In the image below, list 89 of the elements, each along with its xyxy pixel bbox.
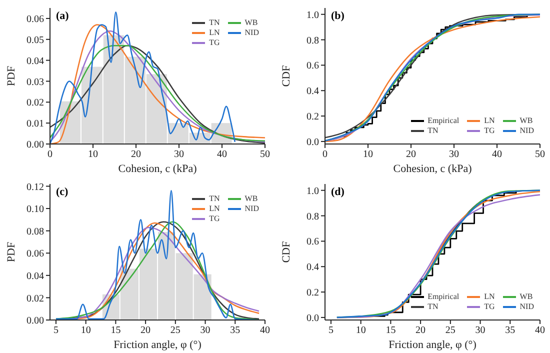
x-tick-label: 50	[535, 149, 545, 160]
y-tick-label: 0.04	[26, 270, 44, 282]
x-tick-label: 20	[406, 149, 416, 160]
legend-label: Empirical	[428, 292, 460, 302]
legend-label: TG	[484, 126, 495, 136]
legend-label: NID	[520, 302, 534, 312]
x-axis-title: Friction angle, φ (°)	[114, 339, 202, 351]
y-tick-label: 0.6	[306, 236, 319, 248]
x-tick-label: 40	[260, 325, 270, 336]
y-tick-label: 0.02	[26, 98, 44, 109]
y-tick-label: 0.05	[26, 34, 44, 46]
x-tick-label: 25	[170, 325, 180, 336]
x-tick-label: 30	[200, 325, 210, 336]
legend-label: TN	[428, 126, 438, 136]
x-tick-label: 20	[416, 325, 426, 336]
legend-label: TG	[209, 214, 220, 224]
legend-label: LN	[209, 28, 220, 38]
x-tick-label: 35	[230, 325, 240, 336]
y-tick-label: 0.01	[26, 118, 44, 130]
y-tick-label: 0.8	[306, 211, 319, 222]
x-tick-label: 35	[505, 325, 516, 336]
annotation: (d)	[331, 186, 344, 198]
y-tick-label: 0.12	[26, 182, 44, 193]
y-tick-label: 0.00	[26, 316, 44, 327]
x-tick-label: 10	[356, 325, 366, 336]
y-tick-label: 0.6	[306, 60, 319, 72]
legend-label: LN	[484, 292, 495, 302]
y-tick-label: 0.10	[26, 204, 44, 216]
legend-label: WB	[520, 292, 533, 302]
legend-label: TG	[209, 38, 220, 48]
legend-label: LN	[484, 116, 495, 126]
legend-label: NID	[520, 126, 534, 136]
y-tick-label: 0.00	[26, 140, 44, 151]
x-tick-label: 0	[48, 149, 52, 160]
x-tick-label: 25	[445, 325, 456, 336]
x-tick-label: 40	[535, 325, 545, 336]
x-tick-label: 50	[260, 149, 270, 160]
x-tick-label: 5	[328, 325, 334, 336]
y-tick-label: 0.06	[26, 248, 44, 260]
annotation: (c)	[56, 186, 68, 198]
legend-label: WB	[244, 194, 258, 204]
y-axis-title: PDF	[6, 242, 18, 262]
x-axis-title: Cohesion, c (kPa)	[118, 163, 198, 175]
x-tick-label: 40	[492, 149, 502, 160]
x-tick-label: 30	[174, 149, 184, 160]
y-axis-title: CDF	[280, 241, 293, 263]
y-tick-label: 0.2	[306, 288, 319, 299]
x-axis-title: Cohesion, c (kPa)	[393, 163, 472, 175]
y-tick-label: 0.0	[306, 137, 319, 148]
y-tick-label: 0.08	[26, 226, 44, 238]
y-tick-label: 0.4	[306, 262, 319, 274]
legend-label: Empirical	[428, 116, 460, 126]
y-tick-label: 0.4	[306, 86, 319, 98]
y-axis-title: PDF	[6, 66, 18, 86]
x-tick-label: 15	[386, 325, 396, 336]
legend-label: NID	[244, 28, 259, 38]
x-axis-title: Friction angle, φ (°)	[388, 339, 477, 351]
y-tick-label: 0.03	[26, 76, 44, 88]
x-tick-label: 30	[475, 325, 486, 336]
x-tick-label: 20	[131, 149, 141, 160]
x-tick-label: 40	[217, 149, 227, 160]
legend-label: WB	[520, 116, 533, 126]
legend-label: NID	[244, 204, 259, 214]
legend-label: TN	[428, 302, 438, 312]
y-tick-label: 0.06	[26, 14, 44, 26]
x-tick-label: 5	[53, 325, 58, 336]
y-tick-label: 1.0	[306, 10, 319, 21]
legend-label: WB	[244, 18, 258, 28]
y-tick-label: 1.0	[306, 186, 319, 197]
annotation: (b)	[331, 10, 344, 22]
y-tick-label: 0.0	[306, 313, 319, 324]
x-tick-label: 20	[140, 325, 151, 336]
line-series	[50, 12, 236, 144]
x-tick-label: 10	[88, 149, 98, 160]
y-axis-title: CDF	[280, 65, 293, 87]
legend-label: TN	[209, 194, 220, 204]
x-tick-label: 15	[110, 325, 121, 336]
x-tick-label: 10	[80, 325, 91, 336]
y-tick-label: 0.2	[306, 112, 319, 123]
y-tick-label: 0.02	[26, 293, 44, 304]
annotation: (a)	[56, 10, 69, 22]
legend-label: TG	[484, 302, 495, 312]
y-tick-label: 0.04	[26, 56, 44, 67]
x-tick-label: 0	[322, 149, 328, 160]
legend-label: LN	[209, 204, 220, 214]
x-tick-label: 10	[363, 149, 373, 160]
y-tick-label: 0.8	[306, 35, 319, 46]
x-tick-label: 30	[449, 149, 459, 160]
legend-label: TN	[209, 18, 220, 28]
